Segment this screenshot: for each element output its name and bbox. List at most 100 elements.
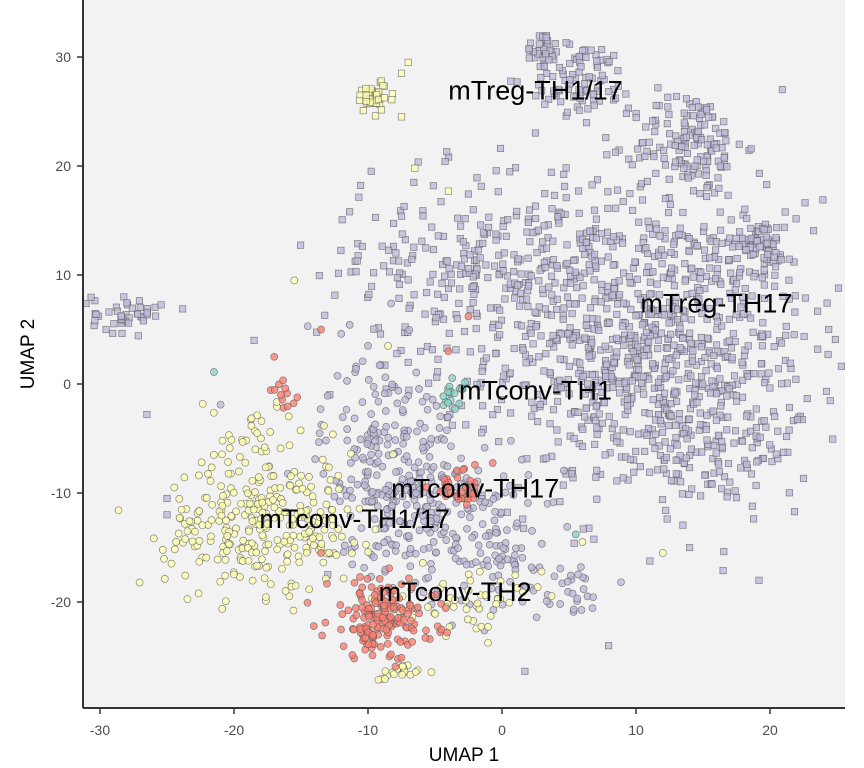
data-point xyxy=(732,427,740,435)
data-point xyxy=(195,557,204,566)
data-point xyxy=(519,588,527,597)
data-point xyxy=(595,410,603,418)
data-point xyxy=(547,311,556,319)
data-point xyxy=(285,592,294,601)
data-point xyxy=(273,545,282,554)
data-point xyxy=(541,263,549,272)
data-point xyxy=(362,84,370,93)
cluster-annotations: mTreg-TH1/17 mTreg-TH17 mTconv-TH1 mTconv-T… xyxy=(259,76,792,607)
data-point xyxy=(475,567,484,576)
data-point xyxy=(370,553,378,562)
data-point xyxy=(489,411,497,419)
data-point xyxy=(457,510,466,519)
data-point xyxy=(371,525,380,534)
data-point xyxy=(432,314,440,322)
data-point xyxy=(396,638,405,646)
data-point xyxy=(757,370,765,378)
data-point xyxy=(423,405,432,414)
data-point xyxy=(819,196,827,204)
data-point xyxy=(799,474,808,482)
data-point xyxy=(445,329,453,337)
data-point xyxy=(559,466,568,475)
data-point xyxy=(602,134,610,142)
data-point xyxy=(791,308,799,316)
data-point xyxy=(545,56,553,64)
data-point xyxy=(747,145,755,153)
data-point xyxy=(571,300,579,308)
data-point xyxy=(342,405,351,414)
data-point xyxy=(666,298,674,306)
data-point xyxy=(493,405,502,414)
data-point xyxy=(390,586,399,595)
data-point xyxy=(269,495,277,504)
data-point xyxy=(207,463,216,472)
data-point xyxy=(337,625,345,634)
data-point xyxy=(623,395,631,403)
data-point xyxy=(653,225,661,233)
data-point xyxy=(174,529,183,538)
data-point xyxy=(625,273,633,281)
data-point xyxy=(752,424,760,432)
data-point xyxy=(213,555,222,564)
data-point xyxy=(683,149,691,157)
data-point xyxy=(157,301,165,309)
data-point xyxy=(537,73,545,82)
data-point xyxy=(720,473,729,481)
data-point xyxy=(163,494,171,503)
data-point xyxy=(651,430,659,438)
data-point xyxy=(569,605,578,614)
data-point xyxy=(254,473,263,481)
data-point xyxy=(703,334,711,342)
data-point xyxy=(661,161,670,169)
data-point xyxy=(167,559,176,568)
data-point xyxy=(765,369,773,377)
data-point xyxy=(109,329,117,337)
data-point xyxy=(322,500,331,509)
data-point xyxy=(686,543,694,552)
data-point xyxy=(589,593,598,602)
y-tick-label: 10 xyxy=(55,267,71,283)
data-point xyxy=(364,548,373,556)
data-point xyxy=(487,584,496,593)
data-point xyxy=(431,524,439,532)
data-point xyxy=(454,544,462,553)
data-point xyxy=(538,87,546,95)
data-point xyxy=(573,594,582,603)
data-point xyxy=(369,382,378,391)
data-point xyxy=(703,106,711,114)
data-point xyxy=(248,517,257,526)
data-point xyxy=(379,82,387,90)
data-point xyxy=(417,347,425,355)
data-point xyxy=(398,406,407,414)
data-point xyxy=(389,450,397,459)
data-point xyxy=(829,435,837,443)
data-point xyxy=(321,311,329,319)
data-point xyxy=(225,444,234,452)
data-point xyxy=(175,514,184,522)
data-point xyxy=(459,238,467,246)
data-point xyxy=(319,558,328,567)
data-point xyxy=(444,398,452,407)
data-point xyxy=(406,545,415,553)
data-point xyxy=(453,492,462,501)
data-point xyxy=(266,428,275,436)
data-point xyxy=(149,534,158,543)
data-point xyxy=(594,63,602,71)
data-point xyxy=(378,462,387,471)
data-point xyxy=(703,411,711,419)
data-point xyxy=(720,118,728,126)
data-point xyxy=(570,256,578,265)
data-point xyxy=(598,280,606,288)
data-point xyxy=(526,238,534,246)
data-point xyxy=(737,464,745,472)
data-point xyxy=(381,667,390,676)
data-point xyxy=(397,69,406,77)
data-point xyxy=(479,229,487,237)
data-point xyxy=(343,377,351,385)
data-point xyxy=(597,257,606,265)
data-point xyxy=(188,537,197,546)
data-point xyxy=(579,244,587,252)
data-point xyxy=(477,622,486,631)
data-point xyxy=(358,596,366,605)
data-point xyxy=(472,558,480,567)
